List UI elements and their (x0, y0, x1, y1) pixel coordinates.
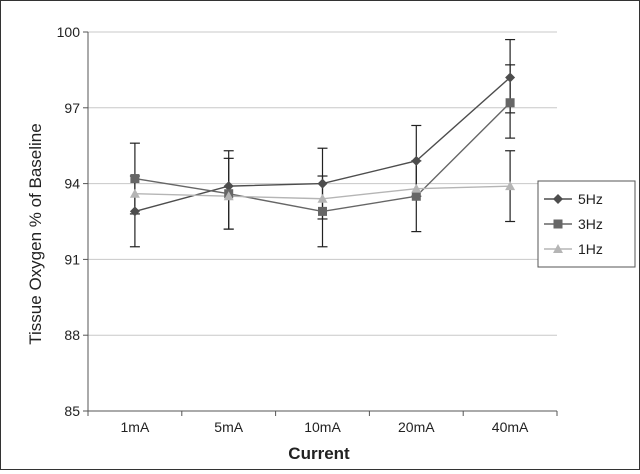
legend-marker-3hz (553, 219, 563, 229)
data-point-1hz (505, 181, 516, 191)
data-point-3hz (411, 191, 421, 201)
x-tick-label: 20mA (398, 419, 435, 435)
x-tick-label: 1mA (121, 419, 150, 435)
y-axis-title: Tissue Oxygen % of Baseline (26, 123, 45, 344)
y-tick-label: 100 (57, 24, 81, 40)
y-tick-label: 97 (64, 100, 80, 116)
x-tick-label: 40mA (492, 419, 529, 435)
legend-label-1hz: 1Hz (578, 241, 603, 257)
x-tick-label: 5mA (214, 419, 243, 435)
series-markers (129, 72, 516, 217)
legend-marker-1hz (553, 244, 563, 253)
y-tick-label: 94 (64, 176, 80, 192)
y-tick-label: 91 (64, 251, 80, 267)
axes: 85 88 91 94 97 100 1mA 5mA 10mA 20mA 40mA (57, 24, 558, 435)
data-point-3hz (318, 206, 327, 216)
data-point-1hz (129, 188, 140, 198)
legend: 5Hz 3Hz 1Hz (537, 180, 636, 268)
data-point-1hz (223, 191, 234, 201)
legend-label-5hz: 5Hz (578, 191, 603, 207)
x-axis-title: Current (288, 444, 350, 463)
y-tick-label: 88 (64, 327, 80, 343)
legend-marker-5hz (553, 194, 563, 204)
data-point-1hz (411, 183, 422, 193)
x-tick-label: 10mA (304, 419, 341, 435)
data-point-5hz (223, 181, 234, 192)
data-point-5hz (411, 155, 422, 166)
data-point-1hz (317, 193, 328, 203)
data-point-3hz (505, 98, 515, 108)
data-point-3hz (130, 174, 140, 184)
data-point-5hz (129, 206, 140, 217)
data-point-5hz (317, 178, 328, 189)
y-tick-label: 85 (64, 403, 80, 419)
legend-label-3hz: 3Hz (578, 216, 603, 232)
data-point-5hz (505, 72, 516, 83)
